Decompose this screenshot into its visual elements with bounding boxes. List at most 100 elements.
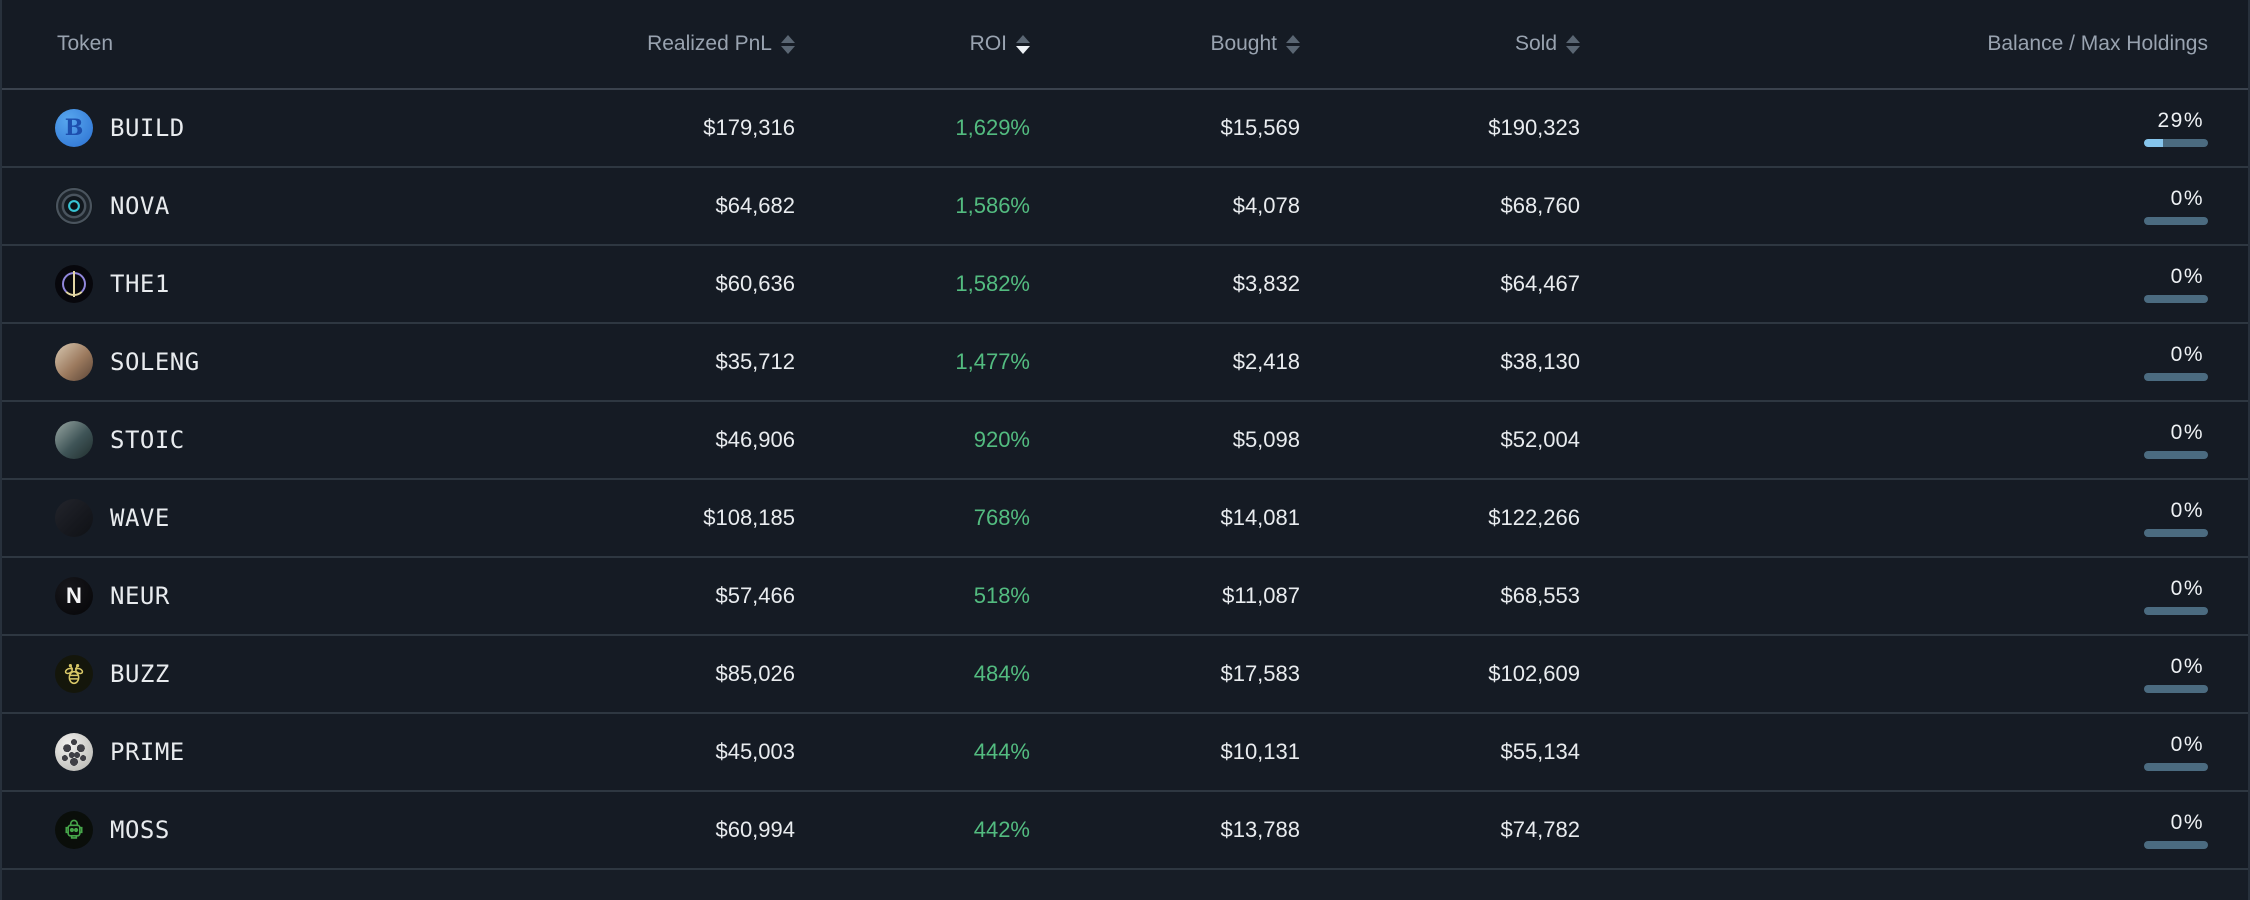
sort-asc-icon xyxy=(1016,34,1030,43)
token-cell: N NEUR xyxy=(2,577,460,615)
realized-pnl-value: $60,994 xyxy=(715,817,795,842)
column-header-realized-pnl[interactable]: Realized PnL xyxy=(460,32,795,56)
table-row[interactable]: SOLENG $35,712 1,477% $2,418 $38,130 0% xyxy=(2,324,2248,402)
balance-percent: 0% xyxy=(2170,655,2204,678)
balance-wrap: 0% xyxy=(2144,265,2248,303)
bought-value: $3,832 xyxy=(1232,271,1300,296)
bought-value: $15,569 xyxy=(1220,115,1300,140)
balance-cell: 0% xyxy=(1580,343,2248,381)
roi-value: 1,582% xyxy=(955,271,1030,296)
table-row[interactable]: BUZZ $85,026 484% $17,583 $102,609 0% xyxy=(2,636,2248,714)
table-row[interactable]: B BUILD $179,316 1,629% $15,569 $190,323… xyxy=(2,90,2248,168)
balance-bar xyxy=(2144,607,2208,615)
balance-percent: 0% xyxy=(2170,265,2204,288)
token-cell: WAVE xyxy=(2,499,460,537)
column-header-sold[interactable]: Sold xyxy=(1300,32,1580,56)
neur-icon: N xyxy=(55,577,93,615)
realized-pnl-value: $64,682 xyxy=(715,193,795,218)
token-cell: MOSS xyxy=(2,811,460,849)
sold-value: $122,266 xyxy=(1488,505,1580,530)
token-icon-slot xyxy=(55,811,93,849)
sort-asc-icon xyxy=(1286,34,1300,43)
token-name: MOSS xyxy=(110,816,170,844)
balance-bar xyxy=(2144,295,2208,303)
token-cell: PRIME xyxy=(2,733,460,771)
balance-percent: 0% xyxy=(2170,421,2204,444)
sold-value: $55,134 xyxy=(1500,739,1580,764)
bought-value: $14,081 xyxy=(1220,505,1300,530)
token-name: BUILD xyxy=(110,114,185,142)
token-name: NOVA xyxy=(110,192,170,220)
sold-value: $52,004 xyxy=(1500,427,1580,452)
sort-desc-icon xyxy=(1286,45,1300,54)
bought-value: $10,131 xyxy=(1220,739,1300,764)
table-row[interactable]: STOIC $46,906 920% $5,098 $52,004 0% xyxy=(2,402,2248,480)
table-row[interactable]: WAVE $108,185 768% $14,081 $122,266 0% xyxy=(2,480,2248,558)
table-row[interactable]: PRIME $45,003 444% $10,131 $55,134 0% xyxy=(2,714,2248,792)
table-row[interactable]: N NEUR $57,466 518% $11,087 $68,553 0% xyxy=(2,558,2248,636)
realized-pnl-value: $60,636 xyxy=(715,271,795,296)
sold-value: $38,130 xyxy=(1500,349,1580,374)
column-header-roi[interactable]: ROI xyxy=(795,32,1030,56)
sold-value: $64,467 xyxy=(1500,271,1580,296)
token-icon-slot: N xyxy=(55,577,93,615)
bought-value: $17,583 xyxy=(1220,661,1300,686)
realized-pnl-value: $179,316 xyxy=(703,115,795,140)
table-row[interactable]: NOVA $64,682 1,586% $4,078 $68,760 0% xyxy=(2,168,2248,246)
balance-bar xyxy=(2144,685,2208,693)
sold-value: $74,782 xyxy=(1500,817,1580,842)
bought-value: $4,078 xyxy=(1232,193,1300,218)
roi-value: 1,586% xyxy=(955,193,1030,218)
table-header: Token Realized PnL ROI Bought Sold Balan… xyxy=(2,0,2248,90)
balance-cell: 0% xyxy=(1580,421,2248,459)
build-icon: B xyxy=(55,109,93,147)
balance-cell: 0% xyxy=(1580,499,2248,537)
roi-value: 768% xyxy=(973,505,1030,530)
token-name: STOIC xyxy=(110,426,185,454)
table-row[interactable]: THE1 $60,636 1,582% $3,832 $64,467 0% xyxy=(2,246,2248,324)
sort-desc-icon xyxy=(1566,45,1580,54)
balance-wrap: 0% xyxy=(2144,187,2248,225)
sort-desc-icon xyxy=(781,45,795,54)
token-name: WAVE xyxy=(110,504,170,532)
next-row-partial xyxy=(2,870,2248,900)
sold-value: $68,760 xyxy=(1500,193,1580,218)
sort-asc-icon xyxy=(1566,34,1580,43)
column-label: ROI xyxy=(969,32,1007,55)
the1-icon xyxy=(55,265,93,303)
sort-arrows-icon xyxy=(1016,34,1030,54)
balance-wrap: 0% xyxy=(2144,577,2248,615)
balance-wrap: 29% xyxy=(2144,109,2248,147)
sold-value: $102,609 xyxy=(1488,661,1580,686)
bought-value: $13,788 xyxy=(1220,817,1300,842)
roi-value: 1,629% xyxy=(955,115,1030,140)
balance-cell: 0% xyxy=(1580,733,2248,771)
sort-desc-icon xyxy=(1016,45,1030,54)
column-header-token: Token xyxy=(57,32,114,55)
balance-wrap: 0% xyxy=(2144,421,2248,459)
balance-percent: 0% xyxy=(2170,577,2204,600)
balance-percent: 0% xyxy=(2170,187,2204,210)
realized-pnl-value: $57,466 xyxy=(715,583,795,608)
balance-cell: 0% xyxy=(1580,655,2248,693)
balance-bar xyxy=(2144,529,2208,537)
balance-percent: 29% xyxy=(2157,109,2204,132)
balance-cell: 0% xyxy=(1580,577,2248,615)
roi-value: 518% xyxy=(973,583,1030,608)
prime-icon xyxy=(55,733,93,771)
sort-arrows-icon xyxy=(781,34,795,54)
token-name: THE1 xyxy=(110,270,170,298)
balance-bar xyxy=(2144,841,2208,849)
bought-value: $2,418 xyxy=(1232,349,1300,374)
balance-percent: 0% xyxy=(2170,733,2204,756)
balance-percent: 0% xyxy=(2170,343,2204,366)
nova-icon xyxy=(55,187,93,225)
token-icon-slot xyxy=(55,655,93,693)
roi-value: 920% xyxy=(973,427,1030,452)
table-row[interactable]: MOSS $60,994 442% $13,788 $74,782 0% xyxy=(2,792,2248,870)
bought-value: $11,087 xyxy=(1222,583,1300,608)
column-header-bought[interactable]: Bought xyxy=(1030,32,1300,56)
balance-bar-fill xyxy=(2144,139,2163,147)
wave-icon xyxy=(55,499,93,537)
